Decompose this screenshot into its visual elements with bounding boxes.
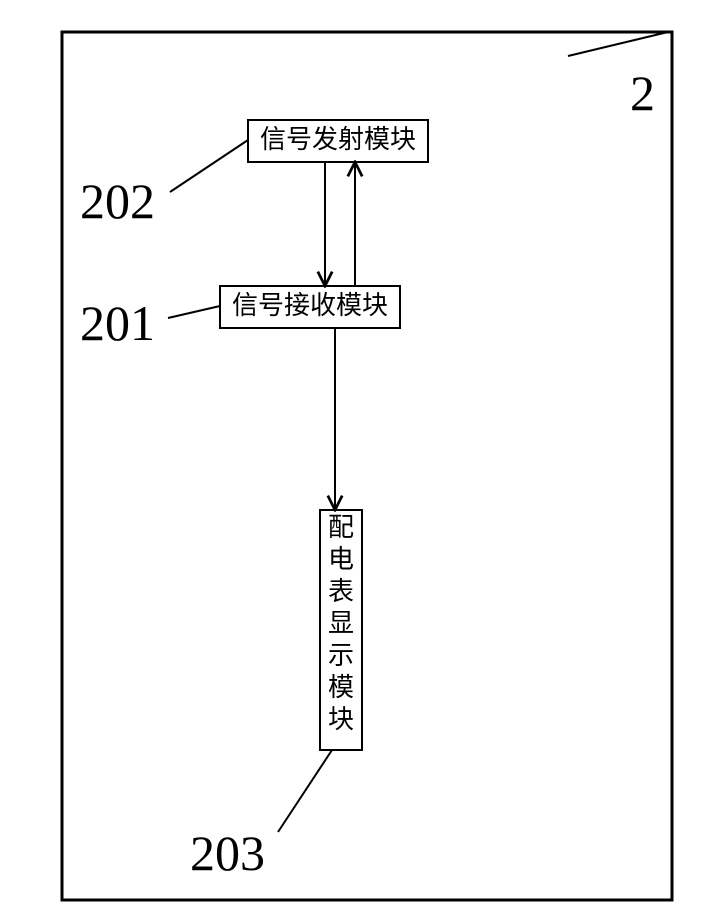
node-signal-transmit: 信号发射模块 [248,120,428,162]
n203-char6: 块 [328,705,354,734]
callout-label-202: 202 [80,173,155,229]
node-signal-receive-label: 信号接收模块 [232,291,388,320]
callout-line-201 [168,306,220,318]
n203-char1: 电 [328,545,354,574]
n203-char3: 显 [328,609,354,638]
node-signal-receive: 信号接收模块 [220,286,400,328]
callout-label-201: 201 [80,295,155,351]
callout-label-203: 203 [190,825,265,881]
n203-char0: 配 [328,513,354,542]
node-meter-display: 配 电 表 显 示 模 块 [320,510,362,750]
n203-char5: 模 [328,673,354,702]
n203-char4: 示 [328,641,354,670]
callout-line-202 [170,140,248,192]
callout-line-203 [278,750,332,832]
outer-label: 2 [630,65,655,121]
outer-label-leader [568,32,668,56]
node-signal-transmit-label: 信号发射模块 [260,125,416,154]
n203-char2: 表 [328,577,354,606]
